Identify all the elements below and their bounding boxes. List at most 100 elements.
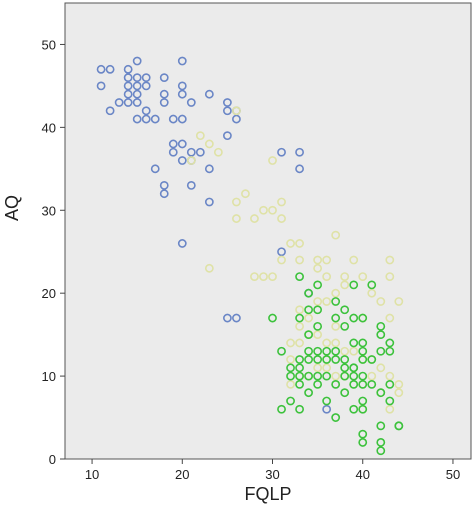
data-point-series-2 xyxy=(340,346,350,356)
data-point-series-2 xyxy=(277,214,286,223)
data-point-series-1 xyxy=(159,180,169,190)
x-tick-label: 10 xyxy=(85,467,99,482)
data-point-series-1 xyxy=(132,73,142,83)
data-point-series-1 xyxy=(177,56,187,66)
data-point-series-3 xyxy=(268,313,277,323)
data-point-series-2 xyxy=(313,297,323,306)
x-tick-label: 30 xyxy=(265,467,279,482)
data-point-series-3 xyxy=(358,313,368,323)
data-point-series-3 xyxy=(295,404,304,414)
data-point-series-2 xyxy=(331,230,341,240)
data-point-series-3 xyxy=(349,338,359,348)
data-point-series-2 xyxy=(331,338,341,348)
data-point-series-2 xyxy=(385,255,395,265)
data-point-series-3 xyxy=(340,321,350,331)
data-point-series-2 xyxy=(213,147,223,157)
data-point-series-3 xyxy=(340,371,350,381)
data-point-series-2 xyxy=(295,239,304,248)
data-point-series-1 xyxy=(277,247,286,257)
data-point-series-3 xyxy=(322,371,332,381)
data-point-series-1 xyxy=(150,114,160,124)
data-point-series-2 xyxy=(286,355,295,364)
data-point-series-3 xyxy=(349,313,359,323)
data-point-series-3 xyxy=(367,379,377,389)
data-point-series-2 xyxy=(385,272,395,281)
data-point-series-3 xyxy=(313,355,323,364)
data-point-series-3 xyxy=(286,396,295,406)
x-axis-title: FQLP xyxy=(244,484,291,504)
data-point-series-2 xyxy=(367,288,377,298)
data-point-series-2 xyxy=(295,338,304,348)
data-point-series-2 xyxy=(232,197,241,207)
data-point-series-3 xyxy=(304,388,313,398)
data-point-series-1 xyxy=(232,313,241,323)
data-point-series-3 xyxy=(376,321,386,331)
data-point-series-2 xyxy=(250,214,259,223)
data-point-series-3 xyxy=(304,288,313,298)
data-point-series-3 xyxy=(286,363,295,373)
data-point-series-2 xyxy=(313,263,323,273)
data-point-series-3 xyxy=(376,421,386,431)
data-point-series-1 xyxy=(132,81,142,91)
y-axis: 0 10 20 30 40 50 xyxy=(42,37,65,467)
data-point-series-2 xyxy=(313,363,323,373)
data-point-series-3 xyxy=(295,379,304,389)
data-point-series-3 xyxy=(304,330,313,340)
data-point-series-1 xyxy=(141,81,151,91)
data-point-series-2 xyxy=(268,205,277,215)
data-point-series-1 xyxy=(232,114,241,124)
data-point-series-1 xyxy=(177,156,187,165)
data-point-series-2 xyxy=(268,156,277,165)
data-point-series-2 xyxy=(295,305,304,315)
data-point-series-3 xyxy=(277,346,286,356)
y-tick-label: 40 xyxy=(42,120,56,135)
data-point-series-2 xyxy=(385,371,395,381)
data-point-series-1 xyxy=(141,73,151,83)
data-point-series-1 xyxy=(222,106,232,116)
data-point-series-3 xyxy=(304,371,313,381)
data-point-series-1 xyxy=(177,114,187,124)
data-point-series-3 xyxy=(358,355,368,364)
data-point-series-2 xyxy=(286,338,295,348)
data-point-series-2 xyxy=(394,388,404,398)
data-point-series-2 xyxy=(376,363,386,373)
data-point-series-2 xyxy=(331,321,341,331)
data-point-series-1 xyxy=(123,73,133,83)
data-point-series-2 xyxy=(295,255,304,265)
data-point-series-3 xyxy=(358,429,368,439)
data-point-series-3 xyxy=(313,280,323,290)
data-point-series-3 xyxy=(313,379,323,389)
data-point-series-3 xyxy=(358,379,368,389)
data-point-series-1 xyxy=(204,197,214,207)
y-tick-label: 10 xyxy=(42,369,56,384)
data-point-series-1 xyxy=(132,89,142,99)
data-point-series-1 xyxy=(186,180,196,190)
data-point-series-3 xyxy=(313,346,323,356)
data-point-series-2 xyxy=(286,379,295,389)
data-point-series-1 xyxy=(195,147,205,157)
data-point-series-1 xyxy=(222,131,232,141)
y-tick-label: 30 xyxy=(42,203,56,218)
data-point-series-3 xyxy=(304,305,313,315)
data-point-series-3 xyxy=(331,379,341,389)
data-point-series-3 xyxy=(394,421,404,431)
data-point-series-3 xyxy=(340,355,350,364)
data-point-series-1 xyxy=(123,81,133,91)
data-point-series-3 xyxy=(286,371,295,381)
data-point-series-3 xyxy=(376,446,386,456)
data-point-series-3 xyxy=(331,355,341,364)
data-point-series-1 xyxy=(204,164,214,174)
data-points xyxy=(96,56,404,456)
data-point-series-3 xyxy=(295,272,304,281)
data-point-series-2 xyxy=(286,239,295,248)
data-point-series-1 xyxy=(123,64,133,74)
data-point-series-3 xyxy=(358,371,368,381)
data-point-series-2 xyxy=(313,255,323,265)
data-point-series-3 xyxy=(349,280,359,290)
data-point-series-3 xyxy=(331,346,341,356)
y-tick-label: 50 xyxy=(42,37,56,52)
data-point-series-3 xyxy=(385,379,395,389)
data-point-series-3 xyxy=(295,363,304,373)
data-point-series-1 xyxy=(177,139,187,149)
data-point-series-1 xyxy=(96,64,106,74)
